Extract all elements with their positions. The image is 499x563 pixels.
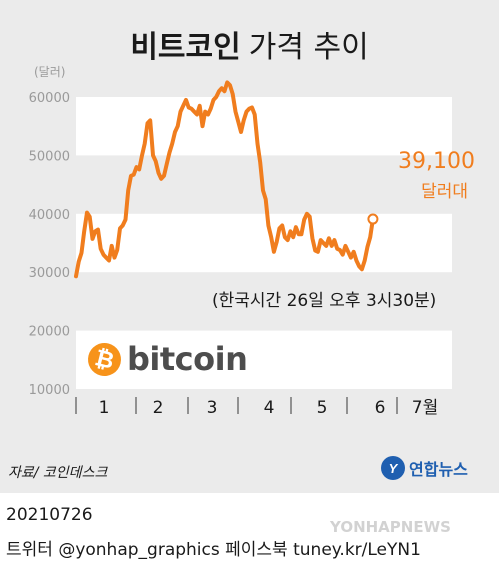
x-tick-label-1: 2	[153, 398, 164, 418]
last-price-marker	[367, 213, 379, 225]
bitcoin-price-chart: (달러) 60000 50000 40000 30000 20000 10000 1 2 3 4 5 6…	[29, 65, 475, 418]
watermark: YONHAPNEWS	[330, 518, 451, 536]
publish-date: 20210726	[6, 505, 93, 525]
plot-band-1	[76, 213, 452, 273]
x-tick-label-6: 7월	[412, 398, 438, 418]
bitcoin-symbol-icon: ₿	[84, 338, 125, 380]
source-credit: 자료/ 코인데스크	[8, 465, 108, 481]
timestamp-note: (한국시간 26일 오후 3시30분)	[212, 291, 437, 311]
y-tick-label-20000: 20000	[29, 325, 70, 340]
x-tick-label-2: 3	[207, 398, 218, 418]
plot-band-0	[76, 97, 452, 156]
agency-logo: Y 연합뉴스	[381, 456, 468, 480]
agency-logo-icon: Y	[381, 456, 405, 480]
y-tick-label-50000: 50000	[29, 149, 70, 164]
y-tick-label-60000: 60000	[29, 91, 70, 106]
title-sub: 가격 추이	[248, 30, 369, 65]
annotation-unit: 달러대	[421, 182, 468, 202]
plot-band-2	[76, 330, 452, 389]
price-line	[74, 80, 375, 279]
x-tick-label-4: 5	[317, 398, 328, 418]
chart-title: 비트코인 가격 추이	[0, 22, 499, 66]
x-tick-label-3: 4	[264, 398, 275, 418]
y-tick-label-30000: 30000	[29, 266, 70, 281]
title-main: 비트코인	[130, 30, 241, 65]
y-tick-label-40000: 40000	[29, 208, 70, 223]
x-tick-label-0: 1	[99, 398, 110, 418]
x-tick-label-5: 6	[375, 398, 386, 418]
bitcoin-logo: ₿ bitcoin	[84, 338, 248, 380]
agency-name: 연합뉴스	[409, 460, 468, 479]
annotation-value: 39,100	[398, 149, 475, 174]
y-unit-label: (달러)	[34, 65, 65, 79]
y-tick-label-10000: 10000	[29, 383, 70, 398]
bitcoin-wordmark: bitcoin	[127, 340, 248, 378]
social-credit: 트위터 @yonhap_graphics 페이스북 tuney.kr/LeYN1	[6, 540, 421, 560]
